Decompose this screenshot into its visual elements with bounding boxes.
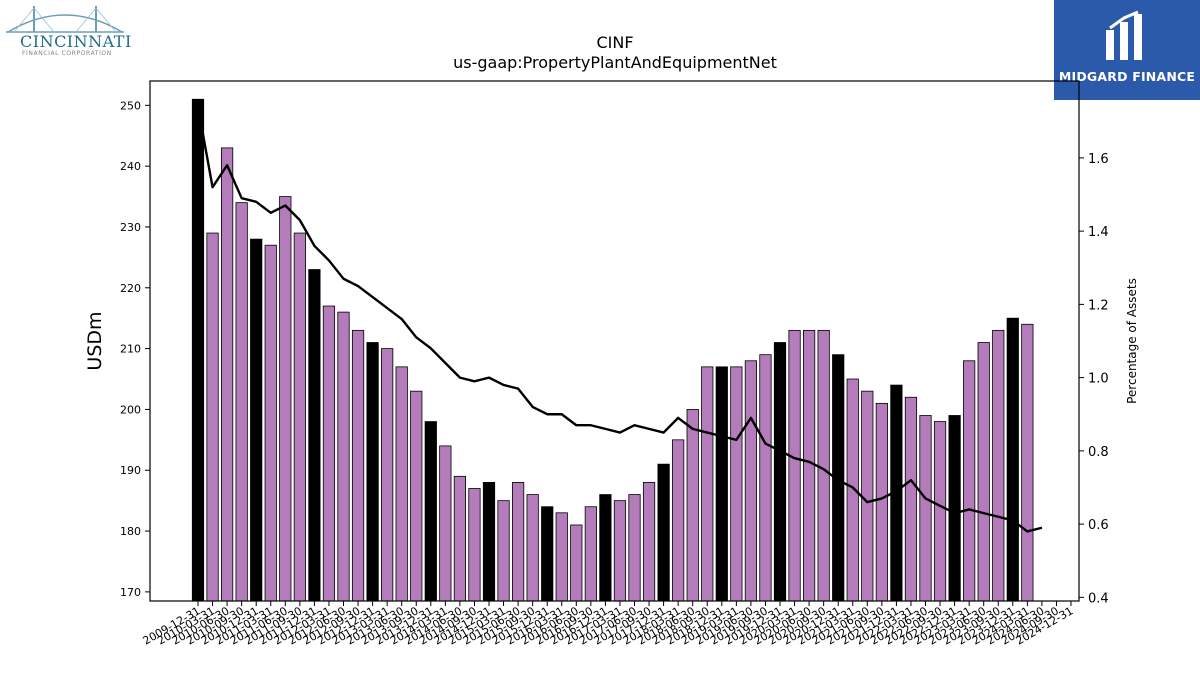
y2-tick-label: 1.4	[1088, 225, 1109, 240]
y-tick-label: 240	[120, 160, 141, 173]
cincinnati-logo-subtitle: FINANCIAL CORPORATION	[22, 50, 112, 57]
plot-frame	[149, 80, 1080, 602]
bar	[410, 390, 423, 602]
bar	[220, 147, 234, 602]
bar-series	[191, 98, 1034, 602]
bar	[861, 390, 874, 602]
bar	[541, 506, 554, 602]
bar	[235, 202, 248, 602]
bar	[395, 366, 408, 602]
y-tick-label: 190	[120, 464, 141, 477]
bar	[730, 366, 743, 602]
y-axis-label: USDm	[84, 311, 106, 370]
y-axis-left: 170 180 190 200 210 220 230 240 250	[120, 99, 150, 599]
y-tick-label: 250	[120, 99, 141, 112]
bar	[366, 342, 379, 602]
bar	[686, 409, 699, 602]
bar	[351, 329, 365, 602]
y-tick-label: 220	[120, 282, 141, 295]
bar	[293, 232, 306, 602]
bar	[933, 421, 947, 602]
bar	[381, 348, 394, 602]
bar	[453, 475, 467, 602]
bar	[672, 439, 685, 602]
bar	[963, 360, 976, 602]
bar	[599, 494, 612, 602]
y2-tick-label: 0.4	[1088, 591, 1109, 606]
bar	[657, 463, 670, 602]
bar	[715, 366, 728, 602]
chart-subtitle: us-gaap:PropertyPlantAndEquipmentNet	[453, 53, 777, 72]
bar	[919, 415, 932, 602]
bar	[279, 196, 292, 602]
bar	[555, 512, 568, 602]
chart-title: CINF	[596, 33, 633, 52]
bar	[424, 421, 437, 602]
y-tick-label: 180	[120, 525, 141, 538]
bar	[904, 396, 918, 602]
bar	[497, 500, 510, 602]
bar	[322, 305, 336, 602]
bar	[526, 494, 539, 602]
bar	[512, 481, 525, 602]
midgard-finance-logo: MIDGARD FINANCE	[1054, 0, 1200, 100]
y-tick-label: 170	[120, 586, 141, 599]
bar	[817, 329, 830, 602]
y2-axis-label: Percentage of Assets	[1125, 278, 1139, 404]
bar	[468, 488, 481, 602]
bar	[948, 415, 961, 602]
bar	[1006, 317, 1019, 602]
bar	[701, 366, 714, 602]
line-series	[196, 106, 1043, 533]
midgard-m-icon	[1106, 10, 1142, 60]
bar	[264, 244, 277, 602]
y2-tick-label: 1.6	[1088, 152, 1109, 167]
bar	[584, 506, 597, 602]
y2-tick-label: 1.0	[1088, 372, 1109, 387]
bar	[977, 342, 990, 602]
bar	[1021, 323, 1034, 602]
cincinnati-logo: CINCINNATI FINANCIAL CORPORATION	[4, 2, 131, 60]
bar	[628, 494, 641, 602]
bar	[992, 329, 1005, 602]
y-tick-label: 200	[120, 403, 141, 416]
y-axis-right: 0.4 0.6 0.8 1.0 1.2 1.4 1.6	[1079, 152, 1109, 606]
bar	[875, 402, 888, 602]
bar	[337, 311, 350, 602]
bar	[642, 481, 656, 602]
y2-tick-label: 0.6	[1088, 518, 1109, 533]
midgard-finance-logo-text: MIDGARD FINANCE	[1058, 69, 1196, 84]
bar	[803, 329, 816, 602]
bar	[744, 360, 758, 602]
bar	[482, 481, 496, 602]
percentage-line	[196, 106, 1043, 533]
bar	[308, 269, 321, 602]
bar	[439, 445, 452, 602]
bar	[250, 238, 263, 602]
bar	[570, 524, 583, 602]
bar	[206, 232, 219, 602]
y-tick-label: 230	[120, 221, 141, 234]
bridge-icon	[6, 6, 124, 33]
y2-tick-label: 0.8	[1088, 445, 1109, 460]
y2-tick-label: 1.2	[1088, 298, 1109, 313]
x-axis: 2009-12-312010-03-312010-06-302010-09-30…	[141, 601, 1076, 648]
cincinnati-logo-name: CINCINNATI	[20, 32, 132, 51]
bar	[788, 329, 801, 602]
bar	[613, 500, 627, 602]
bar	[191, 98, 205, 602]
bar	[759, 354, 772, 602]
bar	[773, 342, 787, 602]
y-tick-label: 210	[120, 343, 141, 356]
